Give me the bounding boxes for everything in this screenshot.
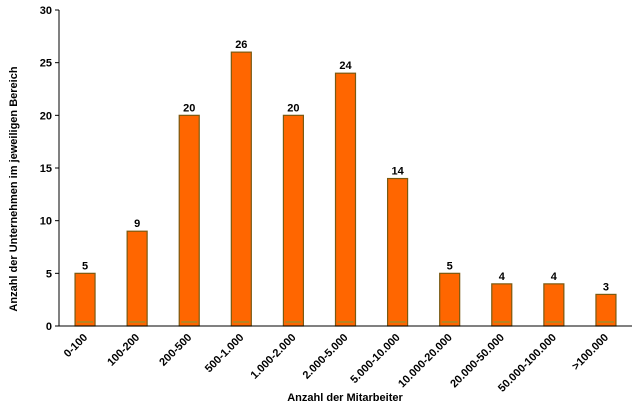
data-label: 9 [134, 218, 140, 230]
y-tick-label: 15 [40, 163, 52, 175]
data-label: 20 [183, 102, 195, 114]
data-label: 26 [235, 39, 247, 51]
data-label: 3 [603, 281, 609, 293]
data-label: 4 [499, 271, 506, 283]
data-label: 5 [447, 260, 453, 272]
data-label: 5 [82, 260, 88, 272]
bar [439, 272, 461, 327]
y-tick-label: 10 [40, 216, 52, 228]
x-tick-label: 1.000-2.000 [249, 332, 299, 382]
bar [282, 114, 305, 327]
bar [491, 283, 513, 327]
x-tick-label: 200-500 [157, 332, 194, 369]
x-tick-label: >100.000 [570, 332, 611, 373]
y-tick-label: 25 [40, 58, 52, 70]
bar [334, 72, 357, 327]
bar [126, 230, 148, 327]
bar [595, 293, 617, 327]
bar [230, 51, 252, 327]
y-tick-labels: 0 5 10 15 20 25 30 [40, 5, 59, 333]
bar [178, 114, 200, 327]
data-label: 20 [287, 102, 299, 114]
x-tick-label: 20.000-50.000 [448, 332, 507, 391]
y-tick-label: 0 [46, 321, 52, 333]
bar [543, 283, 565, 327]
x-tick-label: 10.000-20.000 [396, 332, 455, 391]
data-labels: 5 9 20 26 20 24 14 5 4 4 3 [82, 39, 609, 293]
bar [74, 272, 96, 327]
x-tick-label: 5.000-10.000 [348, 332, 402, 386]
y-tick-label: 5 [46, 268, 52, 280]
bar [386, 177, 409, 327]
y-tick-label: 20 [40, 110, 52, 122]
x-tick-label: 500-1.000 [203, 332, 247, 376]
data-label: 24 [339, 60, 352, 72]
x-tick-label: 100-200 [105, 332, 142, 369]
x-tick-label: 2.000-5.000 [301, 332, 351, 382]
data-label: 14 [391, 166, 404, 178]
y-tick-label: 30 [40, 5, 52, 17]
bars [74, 51, 617, 327]
data-label: 4 [551, 271, 558, 283]
x-tick-label: 0-100 [62, 332, 90, 360]
y-axis-title: Anzahl der Unternehmen im jeweiligen Ber… [8, 66, 20, 311]
x-axis-title: Anzahl der Mitarbeiter [287, 392, 403, 404]
x-tick-labels: 0-100 100-200 200-500 500-1.000 1.000-2.000 2… [62, 332, 611, 395]
